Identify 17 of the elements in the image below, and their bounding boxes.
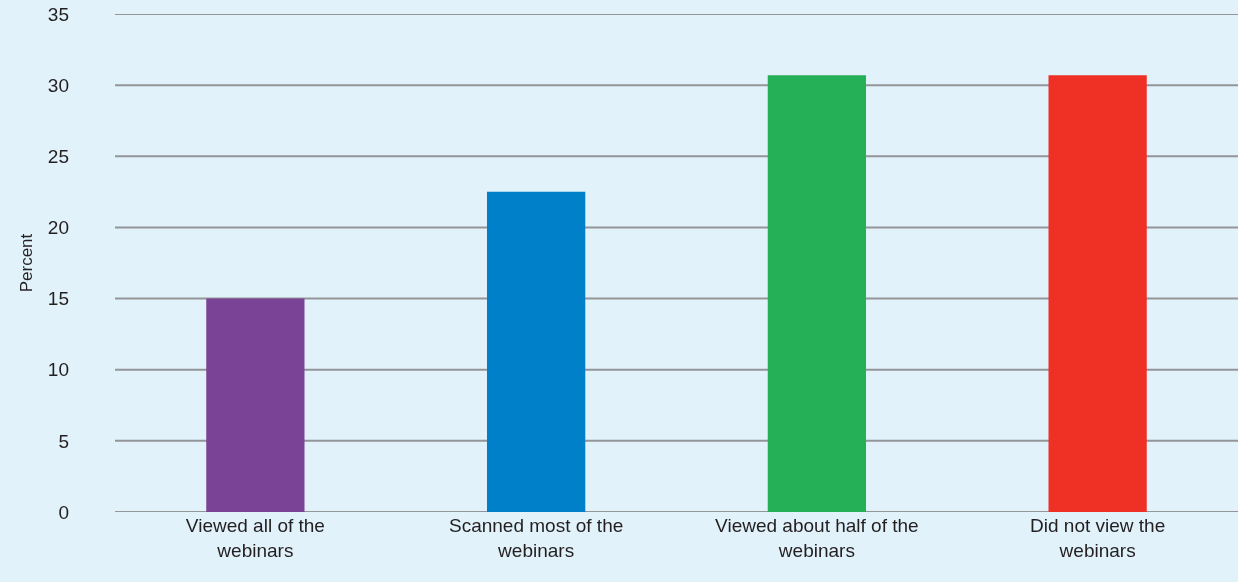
y-tick-label: 30 [47, 74, 69, 96]
bar [206, 298, 305, 512]
bar [486, 191, 586, 512]
y-tick-label: 5 [58, 430, 69, 452]
x-tick-label: Viewed all of the webinars [185, 515, 325, 561]
bar [767, 75, 867, 512]
x-tick-label: Viewed about half of the webinars [715, 515, 919, 561]
y-tick-label: 0 [58, 501, 69, 523]
bar [1048, 75, 1147, 512]
y-tick-label: 20 [47, 217, 69, 239]
x-tick-label: Scanned most of the webinars [448, 515, 624, 561]
y-tick-label: 25 [47, 145, 69, 167]
y-tick-label: 10 [47, 359, 69, 381]
y-tick-label: 35 [47, 3, 69, 25]
x-tick-label: Did not view the webinars [1030, 515, 1166, 561]
y-axis-title: Percent [17, 233, 37, 293]
y-tick-label: 15 [47, 288, 69, 310]
